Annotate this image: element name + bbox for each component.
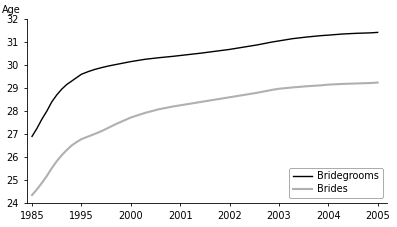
Bridegrooms (304, 36, 309, 38)
Brides (74, 141, 79, 143)
Brides (270, 89, 274, 91)
Bridegrooms (64, 83, 69, 86)
Brides (64, 149, 69, 152)
Brides (59, 154, 64, 157)
Brides (276, 87, 281, 90)
Bridegrooms (276, 39, 281, 42)
Brides (291, 86, 295, 89)
Brides (227, 96, 232, 99)
Bridegrooms (270, 41, 274, 43)
Legend: Bridegrooms, Brides: Bridegrooms, Brides (289, 168, 383, 198)
Brides (375, 81, 380, 84)
Brides (319, 84, 324, 87)
Bridegrooms (114, 63, 119, 66)
Brides (304, 85, 309, 88)
Bridegrooms (59, 88, 64, 91)
Bridegrooms (69, 80, 74, 83)
Brides (54, 160, 59, 163)
Bridegrooms (143, 58, 147, 61)
Brides (69, 144, 74, 147)
Bridegrooms (35, 127, 39, 130)
Brides (255, 91, 260, 94)
Bridegrooms (326, 34, 331, 37)
Brides (128, 116, 133, 119)
Bridegrooms (241, 46, 246, 49)
Bridegrooms (185, 53, 190, 56)
Brides (114, 122, 119, 125)
Brides (326, 83, 331, 86)
Bridegrooms (227, 48, 232, 51)
Bridegrooms (30, 135, 35, 138)
Brides (368, 82, 373, 84)
Bridegrooms (213, 50, 218, 53)
Bridegrooms (74, 76, 79, 79)
Brides (40, 182, 44, 184)
Line: Bridegrooms: Bridegrooms (32, 32, 378, 136)
Brides (213, 98, 218, 101)
Bridegrooms (171, 55, 175, 58)
Brides (93, 132, 98, 135)
Brides (86, 135, 91, 138)
Bridegrooms (255, 43, 260, 46)
Brides (199, 101, 204, 103)
Brides (35, 188, 39, 191)
Brides (171, 105, 175, 108)
Bridegrooms (340, 33, 345, 35)
Brides (44, 175, 49, 177)
Brides (241, 94, 246, 96)
Bridegrooms (54, 94, 59, 96)
Bridegrooms (319, 34, 324, 37)
Bridegrooms (40, 118, 44, 121)
Bridegrooms (354, 32, 359, 35)
Line: Brides: Brides (32, 83, 378, 195)
Bridegrooms (368, 32, 373, 34)
Brides (354, 82, 359, 85)
Bridegrooms (156, 56, 161, 59)
Brides (49, 167, 54, 170)
Brides (340, 83, 345, 85)
Brides (156, 108, 161, 111)
Brides (79, 138, 84, 141)
Bridegrooms (291, 37, 295, 40)
Bridegrooms (93, 68, 98, 71)
Bridegrooms (44, 110, 49, 112)
Bridegrooms (100, 66, 105, 69)
Brides (107, 126, 112, 128)
Bridegrooms (199, 52, 204, 54)
Bridegrooms (107, 64, 112, 67)
Bridegrooms (128, 60, 133, 63)
Brides (185, 103, 190, 106)
Bridegrooms (375, 31, 380, 34)
Brides (143, 111, 147, 114)
Bridegrooms (49, 101, 54, 103)
Bridegrooms (79, 73, 84, 76)
Brides (30, 194, 35, 196)
Bridegrooms (86, 70, 91, 73)
Text: Age: Age (2, 5, 21, 15)
Brides (100, 129, 105, 132)
